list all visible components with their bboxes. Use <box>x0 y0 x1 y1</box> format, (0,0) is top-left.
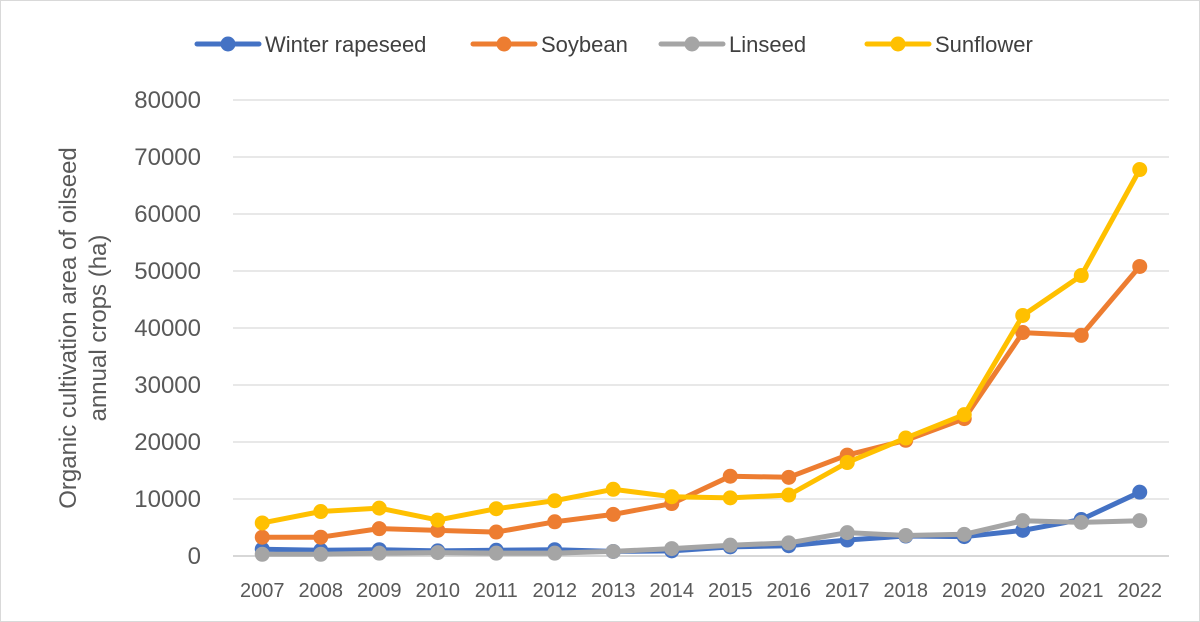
data-point <box>430 512 446 528</box>
data-point <box>547 545 563 561</box>
data-point <box>722 490 738 506</box>
x-tick-label: 2017 <box>825 580 870 602</box>
y-tick-label: 30000 <box>134 372 201 399</box>
data-point <box>547 514 563 530</box>
data-point <box>254 529 270 545</box>
data-point <box>1132 258 1148 274</box>
data-point <box>254 546 270 562</box>
axes: 0 10000 20000 30000 40000 50000 60000 70000 8000… <box>134 87 1162 602</box>
data-point <box>1132 484 1148 500</box>
data-point <box>839 455 855 471</box>
data-point <box>781 535 797 551</box>
legend: Winter rapeseed Soybean Linseed Sunflower <box>194 32 1033 57</box>
legend-item: Linseed <box>658 32 806 57</box>
legend-item: Soybean <box>470 32 628 57</box>
y-tick-label: 40000 <box>134 315 201 342</box>
y-tick-label: 50000 <box>134 258 201 285</box>
data-point <box>722 537 738 553</box>
data-point <box>605 506 621 522</box>
legend-swatch-marker <box>496 36 512 52</box>
series-sunflower <box>254 162 1148 531</box>
x-tick-label: 2019 <box>942 580 987 602</box>
x-tick-label: 2011 <box>475 580 518 602</box>
data-point <box>313 529 329 545</box>
data-point <box>839 525 855 541</box>
data-point <box>1015 513 1031 529</box>
data-point <box>547 493 563 509</box>
y-axis-title-line: Organic cultivation area of oilseed <box>55 147 82 509</box>
gridlines <box>233 99 1169 557</box>
x-tick-label: 2014 <box>650 580 695 602</box>
data-point <box>664 489 680 505</box>
legend-item: Sunflower <box>864 32 1033 57</box>
y-axis-title-line: annual crops (ha) <box>85 235 112 422</box>
data-point <box>1073 327 1089 343</box>
data-point <box>664 541 680 557</box>
data-point <box>605 481 621 497</box>
series-line <box>259 167 1143 526</box>
data-point <box>605 543 621 559</box>
data-point <box>956 407 972 423</box>
y-tick-label: 20000 <box>134 429 201 456</box>
data-point <box>1073 514 1089 530</box>
data-point <box>781 487 797 503</box>
data-point <box>313 546 329 562</box>
legend-label: Sunflower <box>935 32 1033 57</box>
data-point <box>430 545 446 561</box>
data-point <box>488 524 504 540</box>
x-tick-label: 2010 <box>416 580 461 602</box>
data-point <box>488 545 504 561</box>
x-tick-label: 2020 <box>1001 580 1046 602</box>
legend-label: Soybean <box>541 32 628 57</box>
data-point <box>898 527 914 543</box>
data-point <box>956 526 972 542</box>
series-line <box>259 263 1143 540</box>
x-tick-label: 2007 <box>240 580 285 602</box>
x-tick-label: 2018 <box>884 580 929 602</box>
legend-label: Winter rapeseed <box>265 32 426 57</box>
data-point <box>371 500 387 516</box>
x-tick-label: 2021 <box>1059 580 1104 602</box>
data-point <box>313 504 329 520</box>
y-tick-label: 80000 <box>134 87 201 114</box>
data-point <box>1015 307 1031 323</box>
legend-label: Linseed <box>729 32 806 57</box>
series-lines <box>254 162 1148 562</box>
data-point <box>430 522 446 538</box>
y-tick-label: 0 <box>188 543 201 570</box>
x-tick-label: 2015 <box>708 580 753 602</box>
x-tick-label: 2013 <box>591 580 636 602</box>
x-tick-label: 2012 <box>533 580 578 602</box>
y-tick-label: 10000 <box>134 486 201 513</box>
x-tick-label: 2016 <box>767 580 812 602</box>
data-point <box>781 469 797 485</box>
series-linseed <box>254 513 1148 562</box>
y-tick-label: 60000 <box>134 201 201 228</box>
data-point <box>1073 268 1089 284</box>
series-soybean <box>254 258 1148 545</box>
legend-swatch-marker <box>890 36 906 52</box>
x-tick-label: 2022 <box>1118 580 1163 602</box>
series-line <box>259 518 1143 557</box>
x-tick-label: 2009 <box>357 580 402 602</box>
data-point <box>722 468 738 484</box>
data-point <box>254 515 270 531</box>
data-point <box>1132 162 1148 178</box>
y-tick-label: 70000 <box>134 144 201 171</box>
data-point <box>1132 513 1148 529</box>
data-point <box>371 521 387 537</box>
x-tick-label: 2008 <box>299 580 344 602</box>
legend-swatch-marker <box>220 36 236 52</box>
data-point <box>898 430 914 446</box>
legend-item: Winter rapeseed <box>194 32 426 57</box>
y-axis-title: Organic cultivation area of oilseed annua… <box>55 147 112 509</box>
legend-swatch-marker <box>684 36 700 52</box>
data-point <box>1015 325 1031 341</box>
data-point <box>371 545 387 561</box>
data-point <box>488 501 504 517</box>
